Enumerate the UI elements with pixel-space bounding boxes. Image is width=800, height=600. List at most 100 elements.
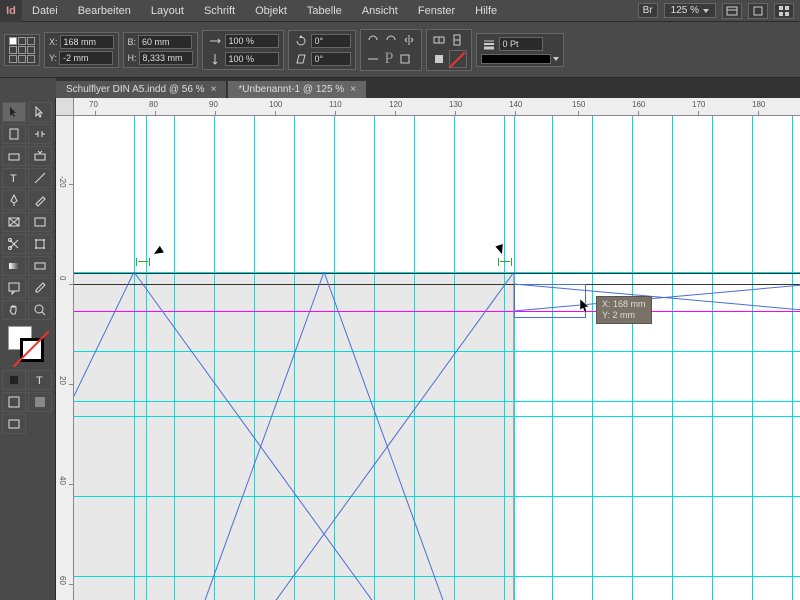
- artboard[interactable]: X: 168 mm Y: 2 mm: [74, 116, 800, 600]
- scissors-tool[interactable]: [2, 234, 26, 254]
- stroke-weight-input[interactable]: [499, 37, 543, 51]
- guide-vertical[interactable]: [374, 116, 375, 600]
- guide-horizontal[interactable]: [74, 351, 800, 352]
- normal-view-icon[interactable]: [2, 392, 26, 412]
- pencil-tool[interactable]: [28, 190, 52, 210]
- stroke-style[interactable]: [481, 54, 551, 64]
- direct-selection-tool[interactable]: [28, 102, 52, 122]
- guide-vertical[interactable]: [792, 116, 793, 600]
- screen-mode-tool[interactable]: [2, 414, 26, 434]
- zoom-level[interactable]: 125 %: [664, 3, 716, 18]
- y-input[interactable]: [59, 51, 113, 65]
- ruler-tick: 0: [58, 276, 67, 280]
- rectangle-frame-tool[interactable]: [2, 212, 26, 232]
- guide-vertical[interactable]: [414, 116, 415, 600]
- guide-vertical[interactable]: [146, 116, 147, 600]
- hand-tool[interactable]: [2, 300, 26, 320]
- guide-vertical[interactable]: [712, 116, 713, 600]
- guide-vertical[interactable]: [134, 116, 135, 600]
- menu-fenster[interactable]: Fenster: [408, 5, 465, 17]
- menu-ansicht[interactable]: Ansicht: [352, 5, 408, 17]
- rectangle-tool[interactable]: [28, 212, 52, 232]
- close-icon[interactable]: ×: [350, 84, 356, 95]
- guide-horizontal[interactable]: [74, 401, 800, 402]
- menu-schrift[interactable]: Schrift: [194, 5, 245, 17]
- ruler-origin[interactable]: [56, 98, 74, 116]
- gap-tool[interactable]: [28, 124, 52, 144]
- zoom-tool[interactable]: [28, 300, 52, 320]
- gradient-swatch-tool[interactable]: [2, 256, 26, 276]
- content-placer-tool[interactable]: [28, 146, 52, 166]
- flip-h-icon[interactable]: [401, 32, 417, 48]
- guide-vertical[interactable]: [592, 116, 593, 600]
- rotate-ccw-icon[interactable]: [383, 32, 399, 48]
- guide-horizontal[interactable]: [74, 496, 800, 497]
- bridge-button[interactable]: Br: [638, 3, 658, 18]
- page-tool[interactable]: [2, 124, 26, 144]
- note-tool[interactable]: [2, 278, 26, 298]
- menu-bearbeiten[interactable]: Bearbeiten: [68, 5, 141, 17]
- fill-icon[interactable]: [431, 51, 447, 67]
- w-label: B:: [128, 37, 137, 47]
- height-input[interactable]: [139, 51, 193, 65]
- view-mode-icon[interactable]: [722, 3, 742, 19]
- text-format-icon[interactable]: T: [28, 370, 52, 390]
- screen-mode-icon[interactable]: [748, 3, 768, 19]
- scale-x-input[interactable]: [225, 34, 279, 48]
- canvas[interactable]: 708090100110120130140150160170180 -20020…: [56, 98, 800, 600]
- menu-objekt[interactable]: Objekt: [245, 5, 297, 17]
- flip-v-icon[interactable]: [365, 51, 381, 67]
- no-fill-icon[interactable]: [449, 50, 467, 68]
- document-tab[interactable]: *Unbenannt-1 @ 125 %×: [228, 81, 366, 98]
- chevron-down-icon: [703, 9, 709, 13]
- guide-vertical[interactable]: [504, 116, 505, 600]
- select-container-icon[interactable]: [397, 51, 413, 67]
- ruler-tick: 150: [572, 100, 585, 109]
- scale-y-input[interactable]: [225, 52, 279, 66]
- guide-vertical[interactable]: [294, 116, 295, 600]
- guide-vertical[interactable]: [752, 116, 753, 600]
- close-icon[interactable]: ×: [211, 84, 217, 95]
- arrange-icon[interactable]: [774, 3, 794, 19]
- document-tab[interactable]: Schulflyer DIN A5.indd @ 56 %×: [56, 81, 226, 98]
- guide-horizontal[interactable]: [74, 416, 800, 417]
- line-tool[interactable]: [28, 168, 52, 188]
- guide-vertical[interactable]: [552, 116, 553, 600]
- rotate-input[interactable]: [311, 34, 351, 48]
- type-tool[interactable]: T: [2, 168, 26, 188]
- guide-vertical[interactable]: [632, 116, 633, 600]
- shear-input[interactable]: [311, 52, 351, 66]
- object-next-icon[interactable]: [449, 32, 465, 48]
- guide-vertical[interactable]: [254, 116, 255, 600]
- pen-tool[interactable]: [2, 190, 26, 210]
- fill-stroke-swatch[interactable]: [8, 326, 44, 362]
- menu-datei[interactable]: Datei: [22, 5, 68, 17]
- ruler-tick: 20: [58, 376, 67, 385]
- rotate-cw-icon[interactable]: [365, 32, 381, 48]
- guide-horizontal[interactable]: [74, 576, 800, 577]
- eyedropper-tool[interactable]: [28, 278, 52, 298]
- guide-vertical[interactable]: [214, 116, 215, 600]
- horizontal-ruler[interactable]: 708090100110120130140150160170180: [74, 98, 800, 116]
- guide-vertical[interactable]: [514, 116, 515, 600]
- apply-color-icon[interactable]: [2, 370, 26, 390]
- x-input[interactable]: [60, 35, 114, 49]
- menu-layout[interactable]: Layout: [141, 5, 194, 17]
- guide-vertical[interactable]: [174, 116, 175, 600]
- menu-hilfe[interactable]: Hilfe: [465, 5, 507, 17]
- width-input[interactable]: [138, 35, 192, 49]
- guide-vertical[interactable]: [454, 116, 455, 600]
- selection-tool[interactable]: [2, 102, 26, 122]
- guide-vertical[interactable]: [672, 116, 673, 600]
- selection-indicator: [514, 284, 586, 318]
- content-collector-tool[interactable]: [2, 146, 26, 166]
- gradient-feather-tool[interactable]: [28, 256, 52, 276]
- menu-tabelle[interactable]: Tabelle: [297, 5, 352, 17]
- object-prev-icon[interactable]: [431, 32, 447, 48]
- vertical-ruler[interactable]: -200204060: [56, 116, 74, 600]
- free-transform-tool[interactable]: [28, 234, 52, 254]
- guide-vertical[interactable]: [334, 116, 335, 600]
- paragraph-icon[interactable]: P: [383, 50, 396, 68]
- preview-view-icon[interactable]: [28, 392, 52, 412]
- reference-point[interactable]: [4, 34, 40, 66]
